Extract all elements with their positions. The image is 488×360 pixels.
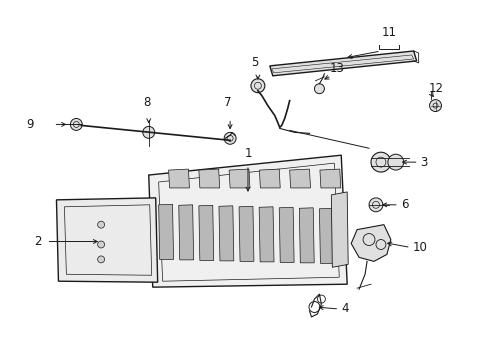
Text: 11: 11 bbox=[381, 26, 396, 39]
Circle shape bbox=[142, 126, 154, 138]
Text: 5: 5 bbox=[251, 56, 258, 69]
Polygon shape bbox=[148, 155, 346, 287]
Circle shape bbox=[224, 132, 236, 144]
Polygon shape bbox=[279, 207, 293, 262]
Circle shape bbox=[314, 84, 324, 94]
Circle shape bbox=[98, 241, 104, 248]
Circle shape bbox=[70, 118, 82, 130]
Polygon shape bbox=[239, 206, 253, 261]
Polygon shape bbox=[299, 208, 314, 263]
Text: 7: 7 bbox=[224, 95, 231, 109]
Circle shape bbox=[98, 256, 104, 263]
Polygon shape bbox=[56, 198, 157, 282]
Circle shape bbox=[368, 198, 382, 212]
Circle shape bbox=[98, 221, 104, 228]
Text: 4: 4 bbox=[341, 302, 348, 315]
Polygon shape bbox=[289, 169, 310, 188]
Circle shape bbox=[250, 79, 264, 93]
Polygon shape bbox=[269, 51, 416, 76]
Polygon shape bbox=[331, 192, 347, 267]
Text: 2: 2 bbox=[34, 235, 41, 248]
Polygon shape bbox=[259, 169, 280, 188]
Polygon shape bbox=[179, 205, 193, 260]
Text: 13: 13 bbox=[328, 62, 344, 75]
Text: 1: 1 bbox=[244, 147, 251, 160]
Circle shape bbox=[428, 100, 441, 112]
Polygon shape bbox=[319, 208, 334, 264]
Polygon shape bbox=[350, 225, 390, 261]
Polygon shape bbox=[199, 205, 213, 260]
Text: 12: 12 bbox=[427, 82, 443, 95]
Text: 10: 10 bbox=[412, 241, 427, 254]
Circle shape bbox=[370, 152, 390, 172]
Circle shape bbox=[387, 154, 403, 170]
Text: 9: 9 bbox=[26, 118, 34, 131]
Polygon shape bbox=[199, 169, 219, 188]
Polygon shape bbox=[158, 204, 173, 260]
Text: 6: 6 bbox=[400, 198, 407, 211]
Polygon shape bbox=[259, 207, 273, 262]
Text: 8: 8 bbox=[143, 95, 150, 109]
Polygon shape bbox=[319, 169, 340, 188]
Polygon shape bbox=[229, 169, 249, 188]
Polygon shape bbox=[168, 169, 189, 188]
Polygon shape bbox=[219, 206, 233, 261]
Text: 3: 3 bbox=[420, 156, 427, 168]
